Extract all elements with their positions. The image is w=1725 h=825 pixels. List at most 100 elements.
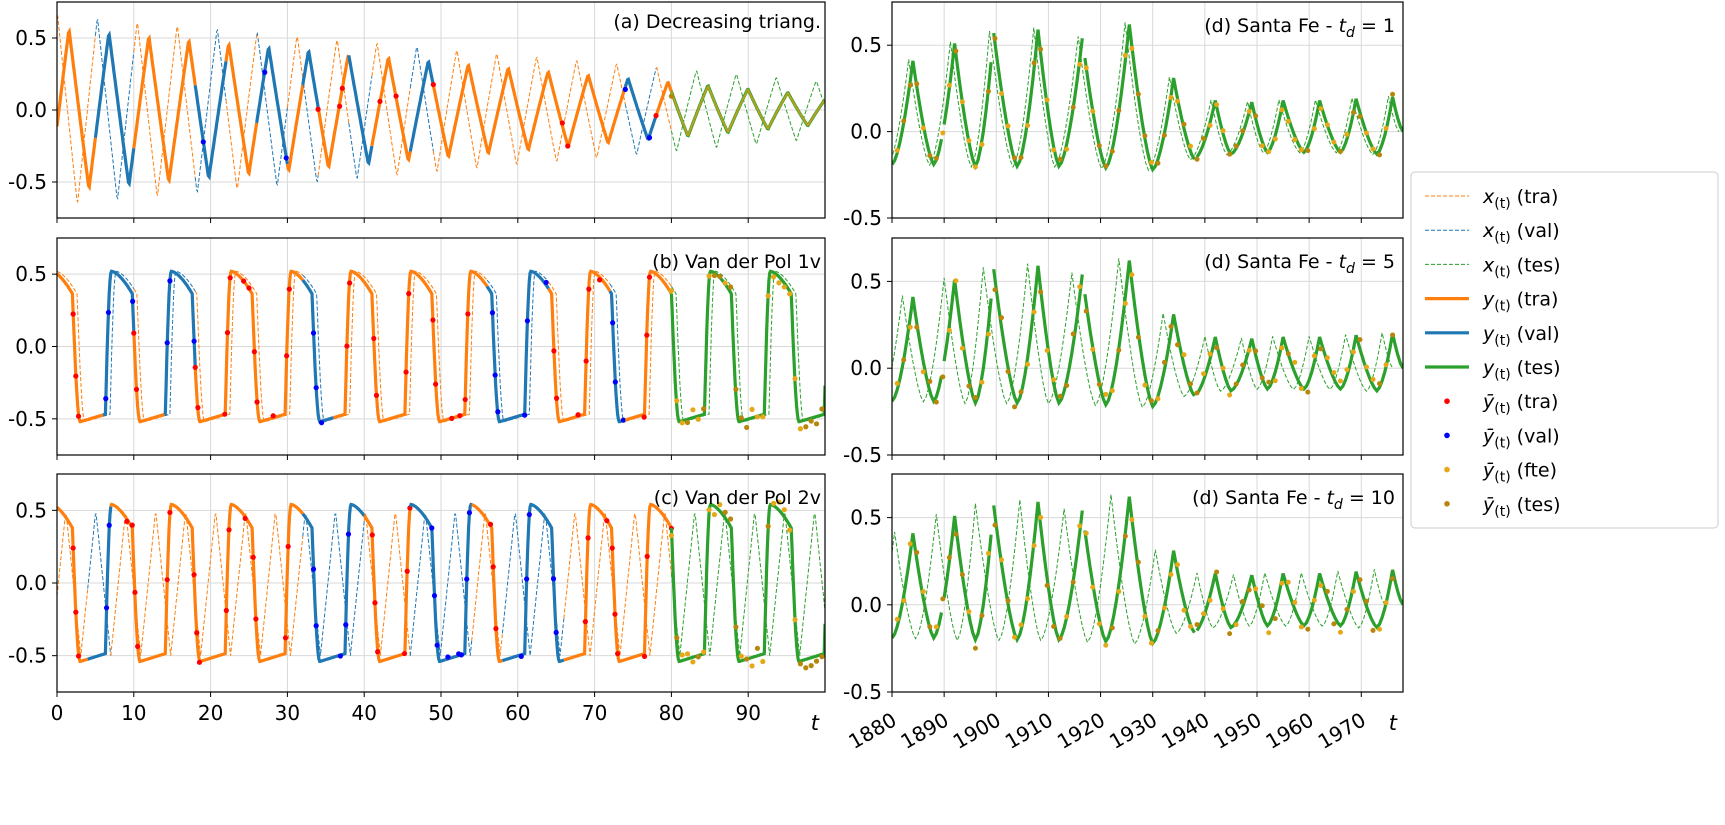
prediction-dot-tes: [1057, 156, 1063, 162]
input-series-val: [609, 283, 626, 423]
output-series-val: [608, 290, 626, 424]
input-series-tes: [892, 258, 1394, 409]
panel-title-sub: d: [1334, 497, 1343, 513]
legend-subscript: (t): [1494, 504, 1510, 520]
prediction-dot-tes: [1051, 624, 1057, 630]
panel-title: (d) Santa Fe - td = 5: [1204, 251, 1395, 277]
prediction-dot-tes: [901, 357, 907, 363]
prediction-dot-tes: [966, 138, 972, 144]
prediction-dot-val: [313, 623, 319, 629]
input-series-tes: [892, 22, 1400, 172]
prediction-dot-tes: [1188, 624, 1194, 630]
output-series-tes: [892, 296, 944, 405]
prediction-dot-val: [458, 652, 464, 658]
legend-entry: x(t) (tra): [1425, 186, 1558, 212]
output-series-tra: [224, 40, 259, 178]
x-tick-label: 60: [505, 701, 530, 725]
prediction-dot-tes: [1279, 107, 1285, 113]
prediction-dot-tra: [462, 396, 468, 403]
prediction-dot-tra: [401, 650, 408, 657]
prediction-dot-tra: [284, 353, 290, 359]
prediction-dot-tes: [953, 531, 959, 537]
prediction-dot-tes: [1350, 349, 1356, 355]
prediction-dot-val: [262, 69, 268, 75]
prediction-dot-tra: [347, 280, 353, 286]
prediction-dot-tes: [738, 415, 744, 421]
output-series-tes: [992, 29, 1084, 170]
prediction-dot-tes: [803, 665, 809, 671]
output-series-tes: [892, 60, 944, 168]
prediction-dot-tra: [315, 106, 321, 112]
prediction-dot-tes: [1090, 108, 1096, 114]
prediction-dot-tes: [1135, 91, 1141, 97]
input-series-val: [501, 513, 565, 656]
output-series-tra: [370, 55, 412, 163]
prediction-dot-tes: [1012, 634, 1018, 640]
prediction-dot-tes: [927, 378, 933, 384]
prediction-dot-tes: [744, 656, 750, 662]
prediction-dot-tes: [959, 572, 965, 578]
prediction-dot-val: [543, 279, 549, 286]
prediction-dot-tes: [1077, 61, 1083, 67]
prediction-dot-tes: [1116, 588, 1122, 594]
output-series-tes: [942, 515, 993, 644]
prediction-dot-tes: [927, 153, 933, 159]
x-tick-label: 20: [198, 701, 223, 725]
prediction-dot-tes: [1122, 301, 1128, 307]
prediction-dot-tes: [1324, 122, 1330, 128]
prediction-dot-tes: [1044, 582, 1050, 588]
prediction-dot-tes: [813, 658, 820, 664]
prediction-dot-tes: [1318, 582, 1324, 588]
panel-a: 0.5 0.0 -0.5 (a) Decreasing triang.: [8, 1, 826, 223]
prediction-dot-val: [343, 622, 349, 628]
prediction-dot-tes: [1298, 386, 1304, 392]
prediction-dot-tes: [1038, 514, 1044, 520]
prediction-dot-tra: [430, 81, 436, 88]
prediction-dot-tes: [1122, 533, 1128, 539]
prediction-dot-tes: [1285, 118, 1291, 124]
prediction-dot-tes: [1090, 346, 1096, 352]
legend-label: x(t) (val): [1482, 220, 1560, 246]
prediction-dot-tes: [765, 293, 771, 299]
input-series-val: [348, 76, 373, 180]
prediction-dot-tes: [1116, 347, 1122, 353]
panel-title-var: t: [1339, 251, 1348, 273]
prediction-dot-tes: [966, 383, 972, 389]
prediction-dot-tes: [1174, 98, 1180, 104]
prediction-dot-tes: [979, 141, 985, 147]
output-series-tes: [892, 533, 944, 642]
prediction-dot-val: [103, 396, 109, 402]
prediction-dot-tes: [679, 420, 685, 426]
prediction-dot-tes: [701, 649, 707, 655]
x-tick-label: 10: [121, 701, 146, 725]
prediction-dot-tes: [1357, 113, 1363, 119]
prediction-dot-tes: [819, 654, 825, 660]
x-tick-label: 40: [351, 701, 376, 725]
prediction-dot-tra: [559, 120, 565, 126]
prediction-dot-val: [106, 522, 112, 528]
y-tick-label: -0.5: [8, 644, 47, 668]
prediction-dot-tra: [223, 607, 229, 614]
prediction-dot-tes: [1207, 122, 1213, 128]
prediction-dot-tes: [972, 164, 978, 170]
prediction-dot-tes: [1272, 616, 1278, 622]
output-series-tra: [471, 503, 503, 664]
prediction-dot-tes: [695, 416, 701, 422]
prediction-dot-tes: [1018, 389, 1024, 395]
y-tick-label: 0.0: [850, 120, 882, 144]
prediction-dot-val: [200, 139, 206, 145]
prediction-dot-tes: [1031, 543, 1037, 549]
prediction-dot-tes: [1077, 523, 1083, 529]
prediction-dot-tes: [749, 406, 755, 412]
prediction-dot-tes: [1305, 626, 1311, 632]
prediction-dot-tes: [1077, 284, 1083, 290]
prediction-dot-tes: [1116, 107, 1122, 113]
plot-area: [57, 269, 825, 432]
y-tick-label: -0.5: [8, 170, 47, 194]
plot-area: [57, 499, 825, 671]
prediction-dot-tes: [754, 414, 761, 420]
output-series-tra: [57, 27, 97, 192]
prediction-dot-tes: [1370, 146, 1376, 152]
prediction-dot-tes: [1390, 576, 1396, 582]
prediction-dot-tes: [1122, 52, 1128, 58]
